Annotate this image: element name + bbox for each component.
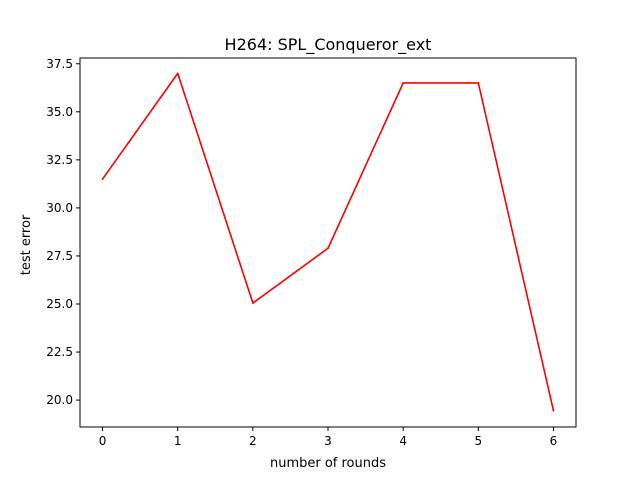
y-tick-label: 32.5: [46, 153, 73, 167]
y-tick-label: 37.5: [46, 57, 73, 71]
x-tick-label: 1: [174, 434, 182, 448]
y-axis-ticks: 20.0 22.5 25.0 27.5 30.0 32.5 35.0 37.5: [46, 57, 80, 407]
x-axis-label: number of rounds: [270, 456, 386, 471]
x-tick-label: 4: [399, 434, 407, 448]
x-tick-label: 0: [99, 434, 107, 448]
y-tick-label: 22.5: [46, 345, 73, 359]
data-point: [402, 82, 405, 84]
x-tick-label: 2: [249, 434, 257, 448]
chart-title: H264: SPL_Conqueror_ext: [225, 35, 432, 55]
x-tick-label: 6: [550, 434, 558, 448]
y-tick-label: 35.0: [46, 105, 73, 119]
plot-frame: [79, 57, 577, 428]
data-point: [327, 247, 329, 250]
data-point: [477, 82, 480, 84]
data-point: [101, 178, 104, 180]
x-axis-ticks: 0 1 2 3 4 5 6: [99, 427, 558, 448]
x-tick-label: 5: [474, 434, 482, 448]
y-tick-label: 30.0: [46, 201, 73, 215]
y-tick-label: 27.5: [46, 249, 73, 263]
x-tick-label: 3: [324, 434, 332, 448]
y-tick-label: 20.0: [46, 393, 73, 407]
y-axis-label: test error: [19, 214, 34, 275]
data-point: [251, 302, 254, 304]
data-point: [552, 409, 555, 412]
y-tick-label: 25.0: [46, 297, 73, 311]
series-layer: [101, 72, 555, 412]
data-point: [176, 72, 179, 75]
series-line: [101, 72, 555, 411]
